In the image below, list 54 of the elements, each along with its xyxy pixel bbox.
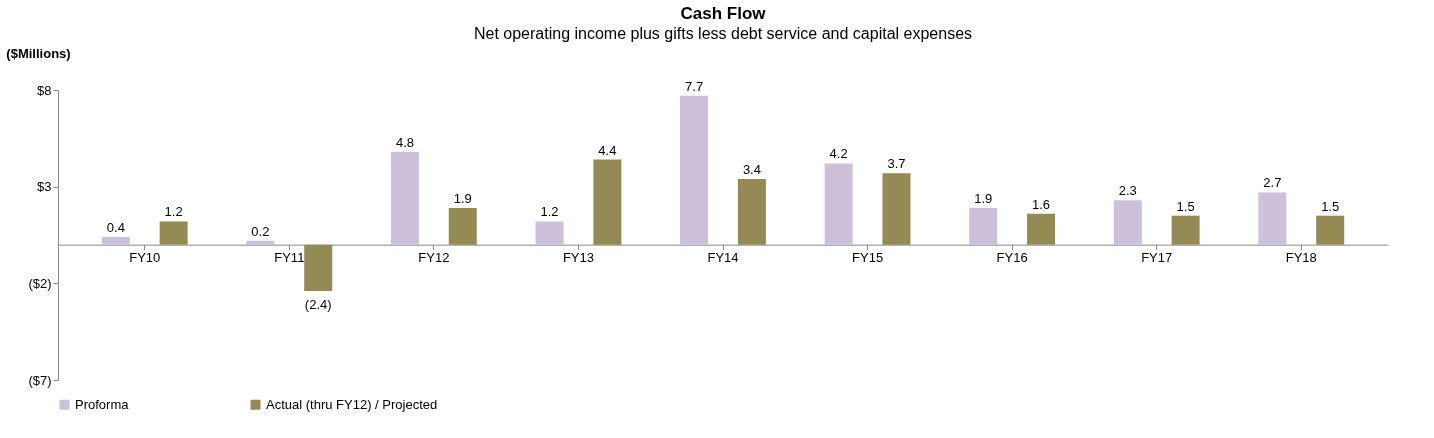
bar [680,95,709,245]
data-label: 1.2 [540,204,559,220]
legend-label: Proforma [75,396,130,412]
bar [390,151,419,245]
bar [101,236,130,245]
bar [1171,215,1200,245]
data-label: 2.3 [1118,183,1137,199]
data-label: 3.4 [742,161,761,177]
data-label: 1.2 [164,204,183,220]
data-label: 7.7 [685,78,704,94]
x-tick-label: FY16 [996,250,1028,266]
data-label: 4.2 [829,146,848,162]
bar [969,207,998,245]
data-label: 1.9 [453,190,472,206]
bar [824,163,853,245]
legend-label: Actual (thru FY12) / Projected [266,396,438,412]
bar [304,244,333,292]
data-label: 2.7 [1263,175,1282,191]
data-label: 1.5 [1321,198,1340,214]
x-tick-label: FY18 [1285,250,1317,266]
data-label: 4.8 [395,134,414,150]
y-tick-label: ($7) [28,372,52,388]
data-label: 4.4 [598,142,617,158]
bar [882,173,911,245]
bar [448,207,477,245]
data-label: 1.6 [1032,196,1051,212]
chart-title: Cash Flow [680,4,767,23]
x-tick-label: FY17 [1141,250,1173,266]
bar [1027,213,1056,245]
bar [1316,215,1345,245]
bar [1113,200,1142,245]
bar [1258,192,1287,245]
y-tick-label: ($2) [28,275,52,291]
x-tick-label: FY14 [707,250,739,266]
x-tick-label: FY15 [852,250,884,266]
x-tick-label: FY13 [562,250,594,266]
y-tick-label: $8 [37,82,52,98]
x-tick-label: FY11 [274,250,305,266]
bar [159,221,188,245]
bar [535,221,564,245]
bar [593,159,622,245]
data-label: 0.2 [251,223,270,239]
data-label: 1.5 [1176,198,1195,214]
data-label: 0.4 [106,219,125,235]
chart-subtitle: Net operating income plus gifts less debt service and capital expenses [473,25,973,42]
bar [246,240,275,245]
data-label: 1.9 [974,190,993,206]
y-tick-label: $3 [37,179,52,195]
x-tick-label: FY10 [129,250,161,266]
x-tick-label: FY12 [418,250,450,266]
data-label: 3.7 [887,156,906,172]
y-axis-title: ($Millions) [6,45,71,61]
bar [737,178,766,245]
data-label: (2.4) [304,297,332,313]
